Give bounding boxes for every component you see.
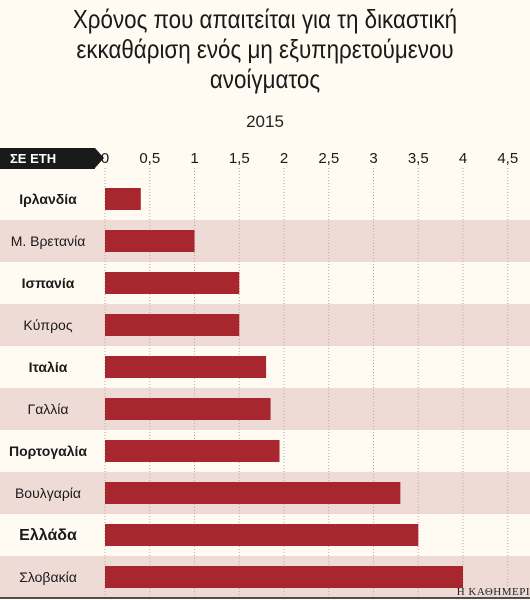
bar xyxy=(105,440,280,462)
category-label: Ιταλία xyxy=(29,359,68,375)
x-tick-label: 0,5 xyxy=(139,150,160,167)
unit-label: ΣΕ ΕΤΗ xyxy=(0,148,95,169)
bar xyxy=(105,188,141,210)
category-label: Ελλάδα xyxy=(19,527,77,544)
chart-title-line: Χρόνος που απαιτείται για τη δικαστική xyxy=(72,4,458,34)
x-tick-label: 1 xyxy=(190,150,198,167)
chart-title: Χρόνος που απαιτείται για τη δικαστική εκ… xyxy=(37,4,493,94)
category-label: Βουλγαρία xyxy=(15,485,81,501)
x-tick-label: 3,5 xyxy=(408,150,429,167)
chart-title-line: εκκαθάριση ενός μη εξυπηρετούμενου xyxy=(76,34,454,64)
x-tick-label: 4,5 xyxy=(497,150,518,167)
bar xyxy=(105,230,195,252)
bar xyxy=(105,524,419,546)
x-tick-label: 4 xyxy=(459,150,467,167)
bar xyxy=(105,566,463,588)
category-label: Γαλλία xyxy=(27,401,68,417)
chart-subtitle: 2015 xyxy=(246,112,284,131)
category-label: Σλοβακία xyxy=(19,569,77,585)
x-tick-label: 2,5 xyxy=(318,150,339,167)
category-label: Μ. Βρετανία xyxy=(11,233,86,249)
bar xyxy=(105,356,267,378)
chart-title-line: ανοίγματος xyxy=(209,64,321,94)
x-tick-label: 1,5 xyxy=(229,150,250,167)
row-band xyxy=(0,304,530,346)
unit-label-arrow xyxy=(95,148,104,168)
category-label: Ισπανία xyxy=(22,275,75,291)
row-band xyxy=(0,178,530,220)
row-band xyxy=(0,220,530,262)
category-label: Κύπρος xyxy=(23,317,72,333)
x-tick-label: 3 xyxy=(369,150,377,167)
row-band xyxy=(0,262,530,304)
category-label: Ιρλανδία xyxy=(19,191,77,207)
bar xyxy=(105,272,240,294)
bar xyxy=(105,398,271,420)
source-label: Η ΚΑΘΗΜΕΡΙ xyxy=(456,586,530,598)
bar xyxy=(105,482,401,504)
x-tick-label: 0 xyxy=(101,150,109,167)
x-tick-label: 2 xyxy=(280,150,288,167)
category-label: Πορτογαλία xyxy=(9,443,87,459)
bar xyxy=(105,314,240,336)
